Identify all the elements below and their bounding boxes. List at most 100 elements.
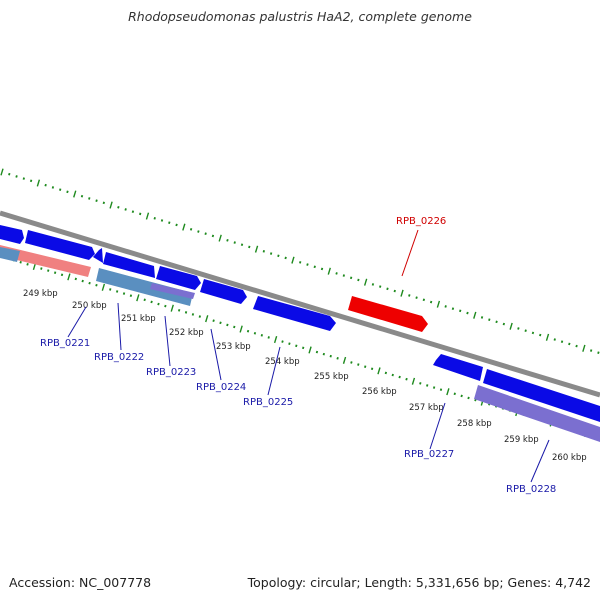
outer-tick xyxy=(575,344,578,348)
outer-tick xyxy=(117,205,120,209)
outer-tick xyxy=(363,278,368,286)
gene-arrow-rpb-0222 xyxy=(93,248,103,263)
inner-tick xyxy=(301,346,305,350)
outer-tick xyxy=(211,234,215,238)
inner-tick xyxy=(246,329,250,333)
outer-tick xyxy=(495,320,498,324)
tick-label: 251 kbp xyxy=(121,314,156,324)
tick-label: 253 kbp xyxy=(216,342,251,352)
inner-tick xyxy=(411,377,416,385)
outer-tick xyxy=(429,300,433,304)
outer-tick xyxy=(153,216,156,220)
tick-label: 259 kbp xyxy=(504,435,539,445)
inner-tick xyxy=(101,283,106,291)
outer-tick xyxy=(131,210,135,213)
tick-label: 254 kbp xyxy=(265,357,300,367)
outer-tick xyxy=(102,201,106,205)
outer-tick xyxy=(22,177,25,180)
outer-tick xyxy=(517,327,520,330)
inner-tick xyxy=(446,388,450,396)
gene-label: RPB_0227 xyxy=(404,449,454,460)
inner-tick xyxy=(136,294,140,302)
outer-tick xyxy=(436,300,441,308)
inner-tick xyxy=(233,325,236,329)
pink-strip xyxy=(0,245,91,277)
outer-tick xyxy=(44,183,47,187)
outer-tick xyxy=(109,201,113,209)
gene-label-leader xyxy=(210,328,222,381)
gene-label: RPB_0223 xyxy=(146,367,196,378)
inner-tick xyxy=(453,392,456,396)
inner-tick xyxy=(191,313,195,316)
outer-tick xyxy=(124,208,127,211)
outer-tick xyxy=(393,289,396,293)
outer-tick xyxy=(59,188,62,191)
gene-label: RPB_0228 xyxy=(506,484,556,495)
inner-tick xyxy=(47,269,50,272)
gene-label-leader xyxy=(117,302,122,351)
outer-tick xyxy=(95,199,98,202)
inner-tick xyxy=(315,350,319,354)
outer-tick xyxy=(400,289,404,297)
outer-tick xyxy=(240,243,244,247)
outer-tick xyxy=(80,194,84,198)
inner-tick xyxy=(184,311,188,314)
gene-arrow-rpb-0221 xyxy=(25,230,95,260)
outer-tick xyxy=(379,285,382,288)
inner-tick xyxy=(377,367,381,375)
inner-tick xyxy=(273,335,278,344)
tick-label: 249 kbp xyxy=(23,289,58,299)
outer-tick xyxy=(553,338,556,341)
feature-strips xyxy=(0,245,600,442)
outer-tick xyxy=(269,252,273,255)
outer-tick xyxy=(502,322,506,326)
outer-tick xyxy=(145,212,150,220)
gene-label: RPB_0224 xyxy=(196,382,246,393)
inner-tick xyxy=(253,331,257,335)
inner-tick xyxy=(40,267,43,270)
inner-tick xyxy=(157,302,160,306)
outer-tick xyxy=(66,190,69,194)
inner-tick xyxy=(322,352,326,356)
outer-tick xyxy=(524,329,527,333)
tick-label: 260 kbp xyxy=(552,453,587,463)
outer-tick xyxy=(451,307,455,310)
inner-tick xyxy=(288,342,291,346)
gene-label-leader xyxy=(429,402,446,450)
outer-tick xyxy=(560,340,564,344)
inner-tick xyxy=(281,340,284,343)
gene-label-leader xyxy=(401,229,419,277)
inner-tick xyxy=(177,308,181,312)
outer-tick xyxy=(73,190,77,198)
outer-tick xyxy=(226,239,229,242)
inner-tick xyxy=(67,273,71,281)
outer-tick xyxy=(371,283,375,286)
outer-tick xyxy=(262,250,266,253)
outer-tick xyxy=(444,305,447,308)
gene-label: RPB_0222 xyxy=(94,352,144,363)
inner-tick xyxy=(198,315,202,318)
gene-label: RPB_0226 xyxy=(396,216,446,227)
outer-tick xyxy=(408,294,411,297)
outer-tick xyxy=(233,241,236,244)
outer-tick xyxy=(342,274,346,277)
outer-tick xyxy=(254,245,259,253)
inner-tick xyxy=(26,263,29,266)
inner-tick xyxy=(364,365,367,368)
gene-arrow-rpb-0225a xyxy=(200,279,247,304)
outer-tick xyxy=(335,272,338,275)
gene-arrow-rpb-0225b xyxy=(253,296,336,331)
tick-label: 250 kbp xyxy=(72,301,107,311)
inner-tick xyxy=(19,260,22,264)
outer-tick xyxy=(175,223,178,227)
inner-tick xyxy=(74,277,77,281)
inner-tick xyxy=(342,356,347,364)
genome-stats-text: Topology: circular; Length: 5,331,656 bp… xyxy=(247,575,591,590)
inner-tick xyxy=(295,344,298,348)
outer-tick xyxy=(248,245,251,249)
outer-tick xyxy=(357,278,360,282)
outer-tick xyxy=(488,318,491,321)
outer-tick xyxy=(531,331,535,335)
